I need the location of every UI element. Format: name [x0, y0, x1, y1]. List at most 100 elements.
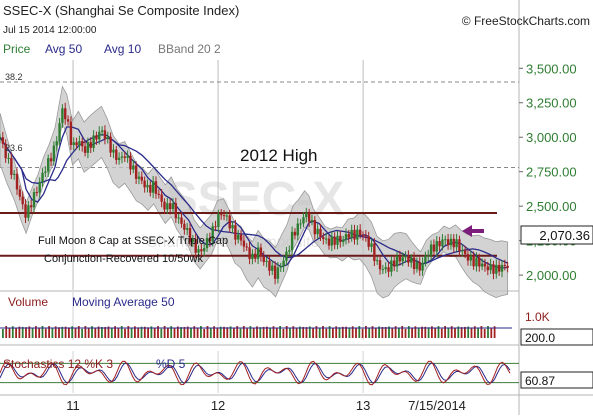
volume-bar: [394, 326, 397, 338]
candle-body: [83, 146, 87, 153]
volume-bar: [101, 326, 103, 338]
volume-bar: [308, 326, 311, 338]
volume-bar: [150, 326, 153, 338]
volume-bar: [153, 328, 156, 338]
candle-body: [401, 257, 404, 262]
candle-body: [64, 108, 67, 120]
volume-bar: [147, 327, 149, 338]
candle-body: [151, 181, 155, 193]
volume-bar: [196, 328, 199, 338]
candle-body: [225, 215, 229, 217]
volume-label: Volume: [8, 295, 48, 309]
candle-body: [293, 231, 297, 236]
candle-body: [15, 173, 19, 190]
candle-body: [381, 269, 385, 271]
volume-bar: [480, 326, 483, 338]
volume-bar: [61, 326, 64, 338]
candle-body: [492, 264, 495, 274]
candle-body: [370, 243, 373, 247]
candle-body: [12, 173, 16, 175]
price-tick-label: 3,250.00: [526, 96, 577, 111]
candle-body: [327, 238, 331, 246]
legend-bband[interactable]: BBand 20 2: [158, 42, 221, 56]
candle-body: [171, 203, 175, 210]
price-tick-label: 2,750.00: [526, 165, 577, 180]
volume-bar: [44, 328, 47, 338]
volume-bar: [170, 326, 173, 338]
volume-bar: [328, 326, 331, 338]
candle-body: [358, 229, 362, 235]
candle-body: [24, 204, 27, 218]
candle-body: [126, 155, 129, 158]
volume-bar: [282, 328, 285, 338]
volume-axis-top: 1.0K: [525, 310, 550, 324]
time-tick-label: 13: [356, 398, 370, 413]
legend-price[interactable]: Price: [3, 42, 31, 56]
volume-bar: [338, 327, 341, 338]
candle-body: [78, 141, 81, 146]
volume-bar: [140, 326, 143, 338]
candle-body: [276, 267, 280, 279]
volume-bar: [384, 327, 387, 338]
volume-bar: [325, 328, 328, 338]
volume-bar: [318, 328, 321, 338]
time-axis: 11 12 13 7/15/2014: [66, 398, 466, 413]
candle-body: [234, 225, 237, 240]
candle-body: [404, 255, 407, 258]
volume-bar: [180, 327, 182, 338]
stoch-label: Stochastics 12 %K 3: [3, 357, 113, 371]
volume-bar: [41, 326, 44, 338]
candle-body: [319, 228, 322, 238]
candle-body: [103, 130, 107, 139]
candle-body: [35, 192, 39, 194]
last-price-value: 2,070.36: [539, 228, 590, 243]
volume-bar: [124, 328, 126, 338]
annotation-note-line1: Full Moon 8 Cap at SSEC-X Triple Cap: [38, 235, 228, 247]
candle-body: [463, 250, 467, 255]
candle-body: [412, 257, 416, 270]
candle-body: [7, 157, 10, 159]
volume-bar: [15, 327, 17, 338]
volume-bar: [107, 326, 110, 338]
candle-body: [438, 241, 441, 247]
volume-bar: [77, 326, 80, 338]
candle-body: [140, 176, 144, 181]
candle-body: [137, 176, 141, 179]
candle-body: [237, 234, 240, 240]
price-candles: [0, 102, 509, 285]
volume-bar: [193, 326, 196, 338]
time-tick-label: 12: [211, 398, 225, 413]
candle-body: [95, 135, 98, 140]
volume-bar: [242, 326, 245, 338]
candle-body: [324, 238, 328, 240]
candle-body: [202, 248, 206, 252]
candle-body: [441, 239, 444, 247]
volume-bar: [355, 328, 357, 338]
candle-body: [47, 158, 50, 172]
candle-body: [424, 255, 427, 263]
volume-bar: [110, 327, 113, 338]
candle-body: [429, 244, 433, 256]
candle-body: [21, 196, 24, 205]
stoch-value-box: [520, 371, 593, 389]
volume-bar: [467, 326, 470, 338]
candle-body: [29, 205, 33, 208]
brand-label: © FreeStockCharts.com: [462, 14, 590, 28]
volume-bar: [450, 326, 453, 338]
candle-body: [92, 135, 95, 148]
candle-body: [220, 214, 223, 216]
volume-bar: [186, 326, 189, 338]
candle-body: [350, 229, 353, 238]
legend-avg50[interactable]: Avg 50: [45, 42, 82, 56]
candle-body: [390, 260, 393, 272]
candle-body: [166, 203, 169, 210]
candle-body: [106, 136, 109, 139]
legend-avg10[interactable]: Avg 10: [104, 42, 141, 56]
left-arrow-icon: [462, 225, 484, 237]
candle-body: [449, 238, 453, 246]
candle-body: [330, 236, 334, 246]
volume-bar: [345, 326, 347, 338]
volume-bar: [209, 328, 212, 338]
price-tick-label: 2,500.00: [526, 199, 577, 214]
volume-bar: [454, 327, 456, 338]
